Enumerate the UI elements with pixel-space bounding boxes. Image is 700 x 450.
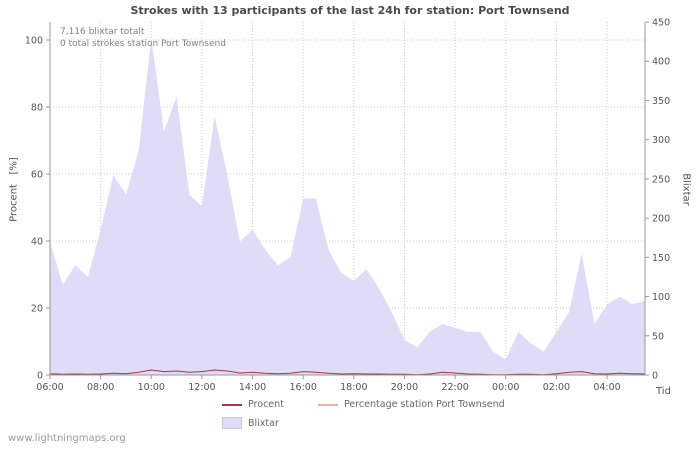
right-axis-title: Blixtar [680,173,692,206]
x-tick-label: 14:00 [239,382,266,393]
watermark-link[interactable]: www.lightningmaps.org [8,433,126,444]
left-axis-title: Procent [%] [8,157,20,222]
left-tick-label: 100 [25,36,43,47]
legend-label-blixtar: Blixtar [248,417,279,429]
right-tick-label: 350 [652,96,670,107]
right-tick-label: 300 [652,135,670,146]
x-tick-label: 18:00 [340,382,367,393]
x-tick-label: 02:00 [543,382,570,393]
right-tick-label: 100 [652,292,670,303]
x-tick-label: 16:00 [289,382,316,393]
blixtar-area-marker [222,417,242,429]
legend-item-blixtar: Blixtar [222,417,279,429]
total-strokes-annotation: 7,116 blixtar totalt [60,27,145,37]
right-tick-label: 250 [652,174,670,185]
right-tick-label: 50 [652,331,664,342]
left-tick-label: 40 [31,237,43,248]
procent-line-marker [222,403,242,406]
legend-item-station-percentage: Percentage station Port Townsend [318,399,505,410]
chart-title: Strokes with 13 participants of the last… [130,4,570,17]
legend-label-station-percentage: Percentage station Port Townsend [344,399,505,410]
left-tick-label: 80 [31,103,43,114]
x-tick-label: 22:00 [441,382,468,393]
x-tick-label: 04:00 [593,382,620,393]
x-tick-label: 06:00 [36,382,63,393]
right-tick-label: 450 [652,18,670,29]
x-tick-label: 08:00 [87,382,114,393]
station-strokes-annotation: 0 total strokes station Port Townsend [60,39,226,49]
legend-item-procent: Procent [222,399,284,410]
blixtar-area-series [50,37,645,375]
x-axis-title: Tid [656,386,671,397]
right-tick-label: 150 [652,253,670,264]
right-tick-label: 200 [652,214,670,225]
x-tick-label: 00:00 [492,382,519,393]
left-tick-label: 0 [37,371,43,382]
right-tick-label: 400 [652,57,670,68]
left-tick-label: 20 [31,304,43,315]
x-tick-label: 12:00 [188,382,215,393]
right-tick-label: 0 [652,371,658,382]
x-tick-label: 10:00 [138,382,165,393]
station-line-marker [318,403,338,406]
legend-label-procent: Procent [248,399,284,410]
left-tick-label: 60 [31,170,43,181]
x-tick-label: 20:00 [391,382,418,393]
